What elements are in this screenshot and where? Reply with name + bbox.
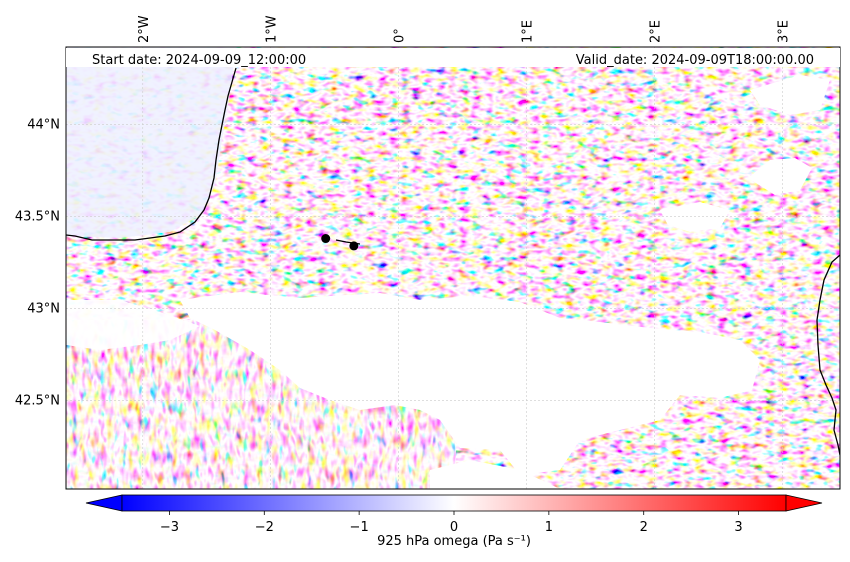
longitude-tick-label: 3°E <box>776 20 791 43</box>
latitude-tick-label: 43°N <box>27 302 60 317</box>
valid-date-label: Valid_date: 2024-09-09T18:00:00.00 <box>576 53 814 68</box>
masked-terrain <box>66 47 830 489</box>
longitude-tick-label: 2°E <box>648 20 663 43</box>
colorbar-label: 925 hPa omega (Pa s⁻¹) <box>377 534 531 549</box>
colorbar-extend-max <box>785 494 823 512</box>
longitude-axis: 2°W 1°W 0° 1°E 2°E 3°E <box>137 15 792 43</box>
start-date-label: Start date: 2024-09-09_12:00:00 <box>92 53 306 68</box>
latitude-axis: 44°N 43.5°N 43°N 42.5°N <box>15 117 60 408</box>
date-label-background <box>66 48 840 67</box>
colorbar: −3 −2 −1 0 1 2 3 925 hPa omega (Pa s⁻¹) <box>85 494 823 549</box>
colorbar-extend-min <box>85 494 123 512</box>
colorbar-body <box>121 494 787 512</box>
atlantic-coastline <box>66 67 237 241</box>
masked-east <box>660 202 730 232</box>
colorbar-ticks: −3 −2 −1 0 1 2 3 <box>160 511 743 535</box>
colorbar-tick-label: 1 <box>545 520 553 535</box>
mediterranean-coastline <box>816 254 840 456</box>
colorbar-tick-label: 0 <box>450 520 458 535</box>
graticule <box>66 47 840 489</box>
masked-west <box>66 300 200 350</box>
colorbar-tick-label: −3 <box>160 520 179 535</box>
latitude-tick-label: 43.5°N <box>15 209 60 224</box>
longitude-tick-label: 2°W <box>137 15 152 43</box>
location-marker <box>349 241 359 251</box>
colorbar-tick-label: 3 <box>734 520 742 535</box>
masked-massif-central <box>748 158 812 195</box>
longitude-tick-label: 1°E <box>521 20 536 43</box>
colorbar-tick-label: −1 <box>350 520 369 535</box>
location-marker <box>321 234 331 244</box>
masked-ne <box>750 75 830 115</box>
masked-pyrenees <box>180 292 760 475</box>
longitude-tick-label: 1°W <box>265 15 280 43</box>
points-of-interest <box>321 234 359 251</box>
map-frame <box>65 46 841 490</box>
smooth-sea-region <box>66 47 235 238</box>
latitude-tick-label: 44°N <box>27 117 60 132</box>
map-panel <box>66 47 840 489</box>
masked-south <box>430 460 560 489</box>
colorbar-tick-label: 2 <box>640 520 648 535</box>
colorbar-tick-label: −2 <box>255 520 274 535</box>
latitude-tick-label: 42.5°N <box>15 394 60 409</box>
longitude-tick-label: 0° <box>393 28 408 43</box>
